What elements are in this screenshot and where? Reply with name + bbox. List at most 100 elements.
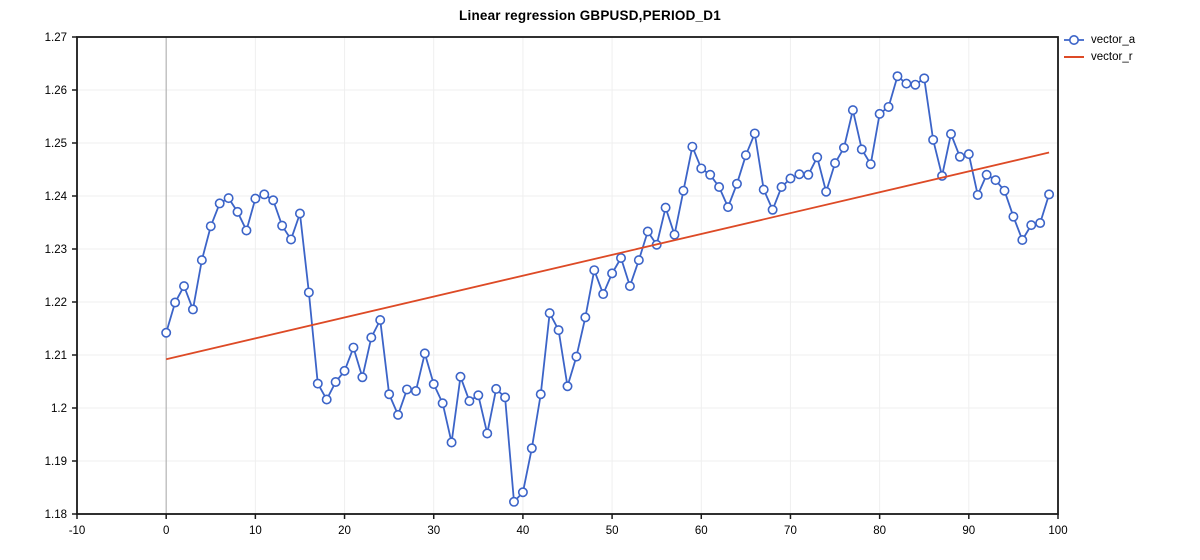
data-point-marker	[544, 308, 555, 319]
data-point-marker	[856, 144, 867, 155]
data-point-marker	[277, 220, 288, 231]
plot-border	[76, 36, 1059, 515]
data-point-marker	[366, 332, 377, 343]
data-point-marker	[473, 390, 484, 401]
data-point-marker	[981, 169, 992, 180]
circle-line-marker-icon	[1064, 35, 1084, 45]
data-point-marker	[589, 265, 600, 276]
data-point-marker	[999, 185, 1010, 196]
data-point-marker	[580, 312, 591, 323]
x-tick-label: 90	[962, 525, 975, 537]
data-point-marker	[419, 348, 430, 359]
series-line-vector_r	[165, 151, 1050, 361]
data-point-marker	[375, 315, 386, 326]
data-point-marker	[517, 487, 528, 498]
data-point-marker	[214, 198, 225, 209]
data-point-marker	[535, 389, 546, 400]
legend-item-vector-a: vector_a	[1063, 33, 1135, 47]
x-tick-label: 70	[784, 525, 797, 537]
x-tick-label: 50	[606, 525, 619, 537]
data-point-marker	[268, 195, 279, 206]
data-point-marker	[776, 181, 787, 192]
data-point-marker	[250, 193, 261, 204]
data-point-marker	[161, 327, 172, 338]
y-tick-label: 1.25	[45, 138, 67, 150]
data-point-marker	[410, 386, 421, 397]
data-point-marker	[731, 178, 742, 189]
data-point-marker	[196, 255, 207, 266]
data-point-marker	[437, 398, 448, 409]
data-point-marker	[170, 297, 181, 308]
y-tick-label: 1.26	[45, 85, 67, 97]
data-point-marker	[963, 149, 974, 160]
data-point-marker	[464, 396, 475, 407]
legend: vector_a vector_r	[1063, 33, 1135, 64]
data-point-marker	[348, 342, 359, 353]
data-point-marker	[954, 151, 965, 162]
legend-label-vector-r: vector_r	[1091, 51, 1133, 63]
data-point-marker	[241, 225, 252, 236]
data-point-marker	[803, 169, 814, 180]
data-point-marker	[321, 394, 332, 405]
x-tick-label: 60	[695, 525, 708, 537]
y-tick-label: 1.2	[51, 403, 67, 415]
data-point-marker	[714, 181, 725, 192]
data-point-marker	[972, 189, 983, 200]
data-point-marker	[901, 78, 912, 89]
line-marker-icon	[1064, 56, 1084, 58]
data-point-marker	[642, 226, 653, 237]
data-point-marker	[286, 234, 297, 245]
data-point-marker	[491, 383, 502, 394]
data-point-marker	[847, 105, 858, 116]
data-point-marker	[660, 202, 671, 213]
data-point-marker	[339, 365, 350, 376]
data-point-marker	[259, 189, 270, 200]
data-point-marker	[1044, 189, 1055, 200]
data-point-marker	[571, 351, 582, 362]
data-point-marker	[455, 371, 466, 382]
chart-title: Linear regression GBPUSD,PERIOD_D1	[459, 8, 721, 23]
data-point-marker	[865, 159, 876, 170]
data-point-marker	[624, 281, 635, 292]
legend-item-vector-r: vector_r	[1063, 50, 1135, 64]
data-point-marker	[830, 158, 841, 169]
y-tick-label: 1.24	[45, 191, 68, 203]
data-point-marker	[187, 304, 198, 315]
data-point-marker	[330, 377, 341, 388]
data-point-marker	[892, 71, 903, 82]
data-point-marker	[928, 134, 939, 145]
data-point-marker	[223, 193, 234, 204]
data-point-marker	[758, 184, 769, 195]
data-point-marker	[838, 142, 849, 153]
data-point-marker	[945, 128, 956, 139]
data-point-marker	[874, 108, 885, 119]
data-point-marker	[740, 150, 751, 161]
x-tick-label: 30	[427, 525, 440, 537]
y-tick-label: 1.23	[45, 244, 67, 256]
data-point-marker	[705, 169, 716, 180]
data-point-marker	[508, 496, 519, 507]
data-point-marker	[357, 372, 368, 383]
x-tick-label: 20	[338, 525, 351, 537]
data-point-marker	[794, 169, 805, 180]
data-point-marker	[821, 186, 832, 197]
data-point-marker	[401, 384, 412, 395]
data-point-marker	[812, 152, 823, 163]
x-tick-label: 80	[873, 525, 886, 537]
data-point-marker	[669, 229, 680, 240]
data-point-marker	[687, 141, 698, 152]
data-point-marker	[919, 73, 930, 84]
data-point-marker	[785, 173, 796, 184]
data-point-marker	[526, 443, 537, 454]
data-point-marker	[179, 281, 190, 292]
data-point-marker	[767, 204, 778, 215]
data-point-marker	[633, 255, 644, 266]
data-point-marker	[232, 206, 243, 217]
x-tick-label: 40	[517, 525, 530, 537]
data-point-marker	[312, 378, 323, 389]
y-tick-label: 1.21	[45, 350, 67, 362]
data-point-marker	[883, 101, 894, 112]
data-point-marker	[482, 428, 493, 439]
data-point-marker	[910, 79, 921, 90]
